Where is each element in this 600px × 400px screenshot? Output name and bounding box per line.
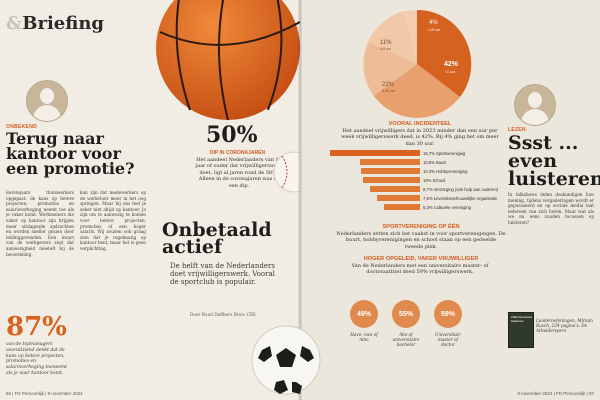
big-percentage: 87% [6, 312, 67, 342]
edu-circle: 55% [392, 300, 420, 328]
book-cover: Zakenvrouwen luisteren [508, 312, 534, 348]
onbetaald-line: actief [162, 236, 223, 258]
bar [360, 159, 420, 165]
author-portrait-right [514, 84, 556, 126]
portrait-shoulders [521, 109, 549, 125]
bar-row: 15,7% Sportvereniging [330, 150, 510, 156]
portrait-head [528, 92, 542, 108]
left-page: &Briefing ONBEKEND Terug naar kantoor vo… [6, 0, 301, 396]
bar-label: 10,5% Buurt [423, 159, 447, 165]
source-credit: Door Ruud Deffkers Bron: CBS [190, 312, 256, 317]
edu-label: hbo of universitaire bachelor [392, 332, 420, 348]
bar [361, 168, 420, 174]
bar-row: 10% School [330, 177, 510, 183]
headline-line: een promotie? [6, 159, 135, 178]
incidenteel-title: VOORAL INCIDENTEEL [388, 121, 452, 127]
onbetaald-heading: Onbetaald actief [162, 219, 272, 258]
author-portrait-left [26, 80, 68, 122]
bar-row: 6,3% Culturele vereniging [330, 204, 510, 210]
right-page: 4% 11% 22% 42% <15 uur 0-5 uur 5-10 uur … [300, 0, 600, 400]
pie-sublabel: <15 uur [428, 28, 441, 32]
book-cover-title: Zakenvrouwen luisteren [511, 315, 533, 323]
center-big-number: 50% [206, 122, 258, 148]
baseball-image [273, 151, 300, 193]
briefing-logo: &Briefing [6, 13, 104, 34]
hours-pie-chart: 4% 11% 22% 42% <15 uur 0-5 uur 5-10 uur … [363, 9, 472, 118]
left-footer: 86 | FD Persoonlijk | 9 november 2024 [6, 391, 83, 396]
left-kicker: ONBEKEND [6, 124, 38, 130]
ssst-line: luisteren [508, 168, 600, 190]
onbetaald-line: Onbetaald [162, 219, 272, 241]
headline-line: Terug naar [6, 129, 104, 148]
left-body-column-2: kan zijn dat medewerkers op de werkvloer… [80, 190, 146, 251]
edu-label: Havo, vwo of mbo [350, 332, 378, 343]
left-headline: Terug naar kantoor voor een promotie? [6, 129, 156, 178]
onbetaald-text: De helft van de Nederlanders doet vrijwi… [170, 262, 275, 287]
bar [370, 186, 420, 192]
bars-section-title: SPORTVERENIGING OP ÉÉN [382, 224, 460, 230]
book-caption: Luisteroefeningen, Miriam Rasch, 224 pag… [536, 318, 593, 334]
portrait-head [40, 88, 54, 104]
pie-sublabel: <1 uur [445, 70, 456, 74]
pie-sublabel: 0-5 uur [380, 47, 392, 51]
bar-row: 10,3% Hobbyvereniging [330, 168, 510, 174]
pie-label: 42% [444, 61, 459, 68]
soccer-ball-image [251, 325, 321, 395]
edu-text: Van de Nederlanders met een universitair… [351, 263, 489, 276]
pie-label: 22% [382, 82, 395, 88]
bar [330, 150, 420, 156]
center-sub-title: DIP IN CORONAJAREN [209, 150, 266, 156]
volunteer-bar-chart: 15,7% Sportvereniging 10,5% Buurt 10,3% Ho… [330, 150, 510, 220]
left-body-column-1: Eerstejaars thuiswerkers opgepast: de ka… [6, 190, 74, 257]
bar-row: 8,7% Verzorging (ook hulp aan ouderen) [330, 186, 510, 192]
edu-title: HOGER OPGELEID, VAKER VRIJWILLIGER [363, 256, 479, 262]
bar-label: 15,7% Sportvereniging [423, 150, 466, 156]
pie-label: 11% [380, 40, 392, 46]
brand-ampersand: & [6, 13, 23, 34]
bar-row: 10,5% Buurt [330, 159, 510, 165]
bar [377, 195, 420, 201]
bar-label: 7,5% Levensbeschouwelijke organisatie [423, 195, 498, 201]
bar-label: 6,3% Culturele vereniging [423, 204, 471, 210]
brand-name: Briefing [22, 13, 105, 34]
pie-sublabel: 5-10 uur [382, 89, 396, 93]
percentage-caption: van de topmanagers vooruitziend denkt da… [6, 342, 67, 376]
portrait-shoulders [33, 105, 61, 121]
ssst-headline: Ssst ... even luisteren [508, 132, 600, 190]
bar [384, 204, 420, 210]
headline-line: kantoor voor [6, 144, 121, 163]
edu-circle: 49% [350, 300, 378, 328]
incidenteel-text: Het aandeel vrijwilligers dat in 2023 mi… [341, 128, 499, 147]
bar-row: 7,5% Levensbeschouwelijke organisatie [330, 195, 510, 201]
center-sub-text: Het aandeel Nederlanders van 15 jaar of … [195, 157, 283, 189]
basketball-image [156, 0, 301, 121]
ssst-line: Ssst ... [508, 132, 579, 154]
bar-label: 8,7% Verzorging (ook hulp aan ouderen) [423, 186, 499, 192]
edu-circle: 59% [434, 300, 462, 328]
bar-label: 10,3% Hobbyvereniging [423, 168, 468, 174]
edu-label: Universitair, master of doctor [434, 332, 462, 348]
bars-section-text: Nederlanders zetten zich het vaakst in v… [336, 231, 506, 250]
bar [363, 177, 420, 183]
right-kicker: LEZEN [508, 127, 526, 133]
ssst-line: even [508, 150, 558, 172]
right-footer: 9 november 2024 | FD Persoonlijk | 87 [517, 391, 594, 396]
ssst-body: In talkshows delen deskundigen hun menin… [508, 192, 594, 225]
bar-label: 10% School [423, 177, 446, 183]
page-gutter [298, 0, 302, 400]
pie-label: 4% [429, 20, 438, 26]
